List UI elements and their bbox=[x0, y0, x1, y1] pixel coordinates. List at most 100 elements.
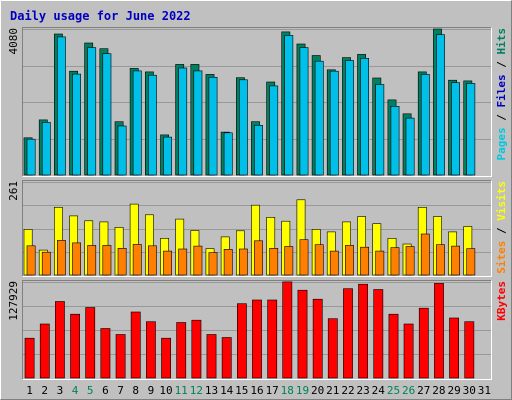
bar-sites-day-15 bbox=[239, 248, 248, 276]
bar-sites-day-13 bbox=[208, 252, 218, 276]
plot-border-light bbox=[22, 280, 492, 380]
bar-sites-day-19 bbox=[299, 239, 309, 276]
series-legend-visits: Sites / Visits bbox=[495, 181, 508, 274]
bars-kbytes bbox=[24, 281, 475, 379]
bar-files-day-30 bbox=[466, 83, 476, 176]
bar-sites-day-25 bbox=[390, 247, 400, 276]
bar-files-day-20 bbox=[314, 60, 324, 176]
plot-border-dark bbox=[22, 27, 492, 177]
bar-kbytes-day-9 bbox=[146, 321, 156, 379]
bar-kbytes-day-15 bbox=[237, 303, 247, 379]
x-tick-label: 24 bbox=[372, 384, 386, 397]
bar-sites-day-9 bbox=[148, 245, 157, 276]
bar-kbytes-day-12 bbox=[191, 319, 202, 379]
bar-files-day-8 bbox=[132, 70, 142, 176]
bar-kbytes-day-13 bbox=[206, 334, 217, 379]
x-tick-label: 2 bbox=[41, 384, 48, 397]
bars-visits bbox=[23, 199, 476, 276]
bar-sites-day-21 bbox=[329, 250, 339, 276]
bar-files-day-1 bbox=[26, 138, 36, 176]
x-tick-label: 17 bbox=[266, 384, 279, 397]
bar-kbytes-day-1 bbox=[24, 337, 35, 379]
x-tick-label: 19 bbox=[296, 384, 309, 397]
bar-files-day-16 bbox=[254, 125, 263, 176]
bar-kbytes-day-20 bbox=[312, 298, 323, 379]
bar-files-day-21 bbox=[329, 70, 339, 176]
bar-kbytes-day-29 bbox=[449, 317, 459, 379]
bar-kbytes-day-10 bbox=[161, 337, 171, 379]
y-max-label: 4080 bbox=[7, 28, 20, 55]
bar-kbytes-day-27 bbox=[418, 307, 429, 379]
chart-title: Daily usage for June 2022 bbox=[10, 9, 191, 23]
x-tick-label: 4 bbox=[72, 384, 79, 397]
x-tick-label: 14 bbox=[220, 384, 234, 397]
legend-entry: Hits bbox=[495, 28, 508, 55]
bar-sites-day-8 bbox=[132, 244, 142, 276]
y-max-label: 127929 bbox=[7, 281, 20, 321]
legend-entry: Pages bbox=[495, 127, 508, 160]
bar-sites-day-3 bbox=[56, 240, 66, 276]
legend-entry: KBytes bbox=[495, 281, 508, 321]
bar-sites-day-4 bbox=[72, 242, 81, 276]
legend-entry: Visits bbox=[495, 181, 508, 221]
bar-files-day-3 bbox=[56, 36, 66, 176]
x-tick-label: 23 bbox=[356, 384, 369, 397]
plot-border-light bbox=[22, 27, 492, 177]
bar-sites-day-16 bbox=[254, 240, 263, 276]
bar-sites-day-6 bbox=[102, 245, 112, 276]
bar-sites-day-28 bbox=[436, 244, 445, 276]
bar-files-day-13 bbox=[208, 77, 218, 176]
bar-kbytes-day-16 bbox=[252, 299, 262, 379]
panel-visits: 261 Sites / Visits bbox=[7, 180, 508, 277]
bar-files-day-10 bbox=[163, 136, 172, 176]
bar-sites-day-26 bbox=[405, 246, 415, 276]
bar-files-day-28 bbox=[436, 34, 445, 176]
bar-kbytes-day-25 bbox=[388, 313, 399, 379]
bar-kbytes-day-18 bbox=[282, 281, 293, 379]
x-tick-label: 16 bbox=[250, 384, 263, 397]
bar-kbytes-day-5 bbox=[85, 307, 96, 379]
series-legend-kbytes: KBytes bbox=[495, 281, 508, 321]
x-axis-day-labels: 1 2 3 4 5 6 7 8 9 10 11 12 13 14 15 16 17 18 19 20 21 22 23 24 2… bbox=[26, 384, 491, 397]
bar-kbytes-day-26 bbox=[403, 323, 414, 379]
bar-kbytes-day-7 bbox=[115, 334, 126, 379]
x-tick-label: 6 bbox=[102, 384, 109, 397]
bar-files-day-29 bbox=[451, 82, 460, 176]
series-legend-requests: Pages / Files / Hits bbox=[495, 28, 508, 161]
x-tick-label: 11 bbox=[175, 384, 188, 397]
x-tick-label: 1 bbox=[26, 384, 33, 397]
x-tick-label: 20 bbox=[311, 384, 324, 397]
bar-kbytes-day-23 bbox=[358, 283, 368, 379]
x-tick-label: 15 bbox=[235, 384, 248, 397]
x-tick-label: 31 bbox=[478, 384, 491, 397]
legend-separator: / bbox=[495, 221, 508, 241]
legend-separator: / bbox=[495, 108, 508, 128]
bars-requests bbox=[23, 28, 476, 176]
x-tick-label: 30 bbox=[463, 384, 476, 397]
x-tick-label: 8 bbox=[132, 384, 139, 397]
bar-sites-day-7 bbox=[117, 248, 127, 276]
bar-kbytes-day-21 bbox=[327, 318, 338, 379]
x-tick-label: 13 bbox=[205, 384, 218, 397]
bar-kbytes-day-28 bbox=[434, 283, 444, 379]
bar-kbytes-day-17 bbox=[267, 299, 278, 379]
x-tick-label: 12 bbox=[190, 384, 203, 397]
bar-sites-day-30 bbox=[466, 248, 476, 276]
bar-files-day-24 bbox=[375, 84, 385, 176]
bar-kbytes-day-19 bbox=[297, 289, 308, 379]
x-tick-label: 26 bbox=[402, 384, 415, 397]
bar-sites-day-22 bbox=[345, 245, 354, 276]
bar-sites-day-11 bbox=[178, 248, 188, 276]
bar-kbytes-day-3 bbox=[54, 301, 65, 379]
bar-sites-day-12 bbox=[193, 245, 203, 276]
bar-sites-day-18 bbox=[284, 246, 294, 276]
bar-sites-day-1 bbox=[26, 245, 36, 276]
chart-panels: 4080 Pages / Files / Hits 261 Sites / Visit… bbox=[7, 27, 508, 380]
bar-kbytes-day-8 bbox=[130, 311, 141, 379]
x-tick-label: 9 bbox=[148, 384, 155, 397]
y-max-label: 261 bbox=[7, 181, 20, 201]
x-tick-label: 3 bbox=[57, 384, 64, 397]
bar-files-day-14 bbox=[223, 132, 233, 176]
bar-sites-day-27 bbox=[420, 233, 430, 276]
plot-border-dark bbox=[22, 180, 492, 277]
